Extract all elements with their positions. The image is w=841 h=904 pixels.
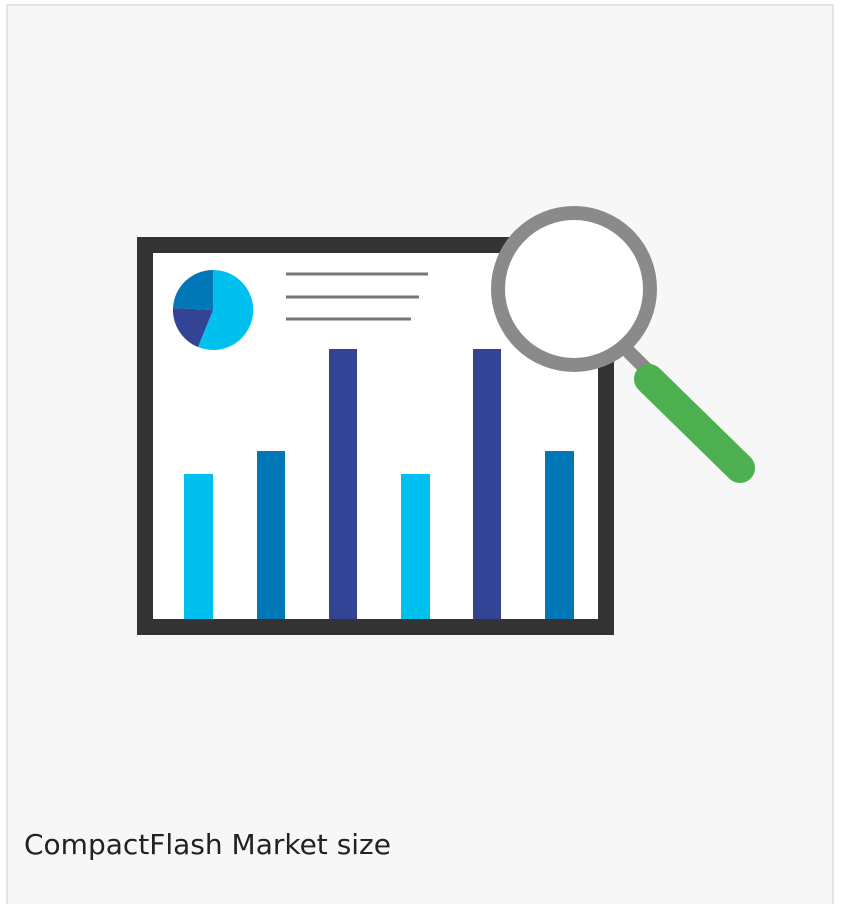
caption: CompactFlash Market size xyxy=(24,828,391,861)
pie-icon xyxy=(173,270,253,350)
page: CompactFlash Market size (() => { const … xyxy=(0,0,841,899)
card[interactable]: CompactFlash Market size xyxy=(6,4,834,904)
illustration xyxy=(8,6,834,816)
